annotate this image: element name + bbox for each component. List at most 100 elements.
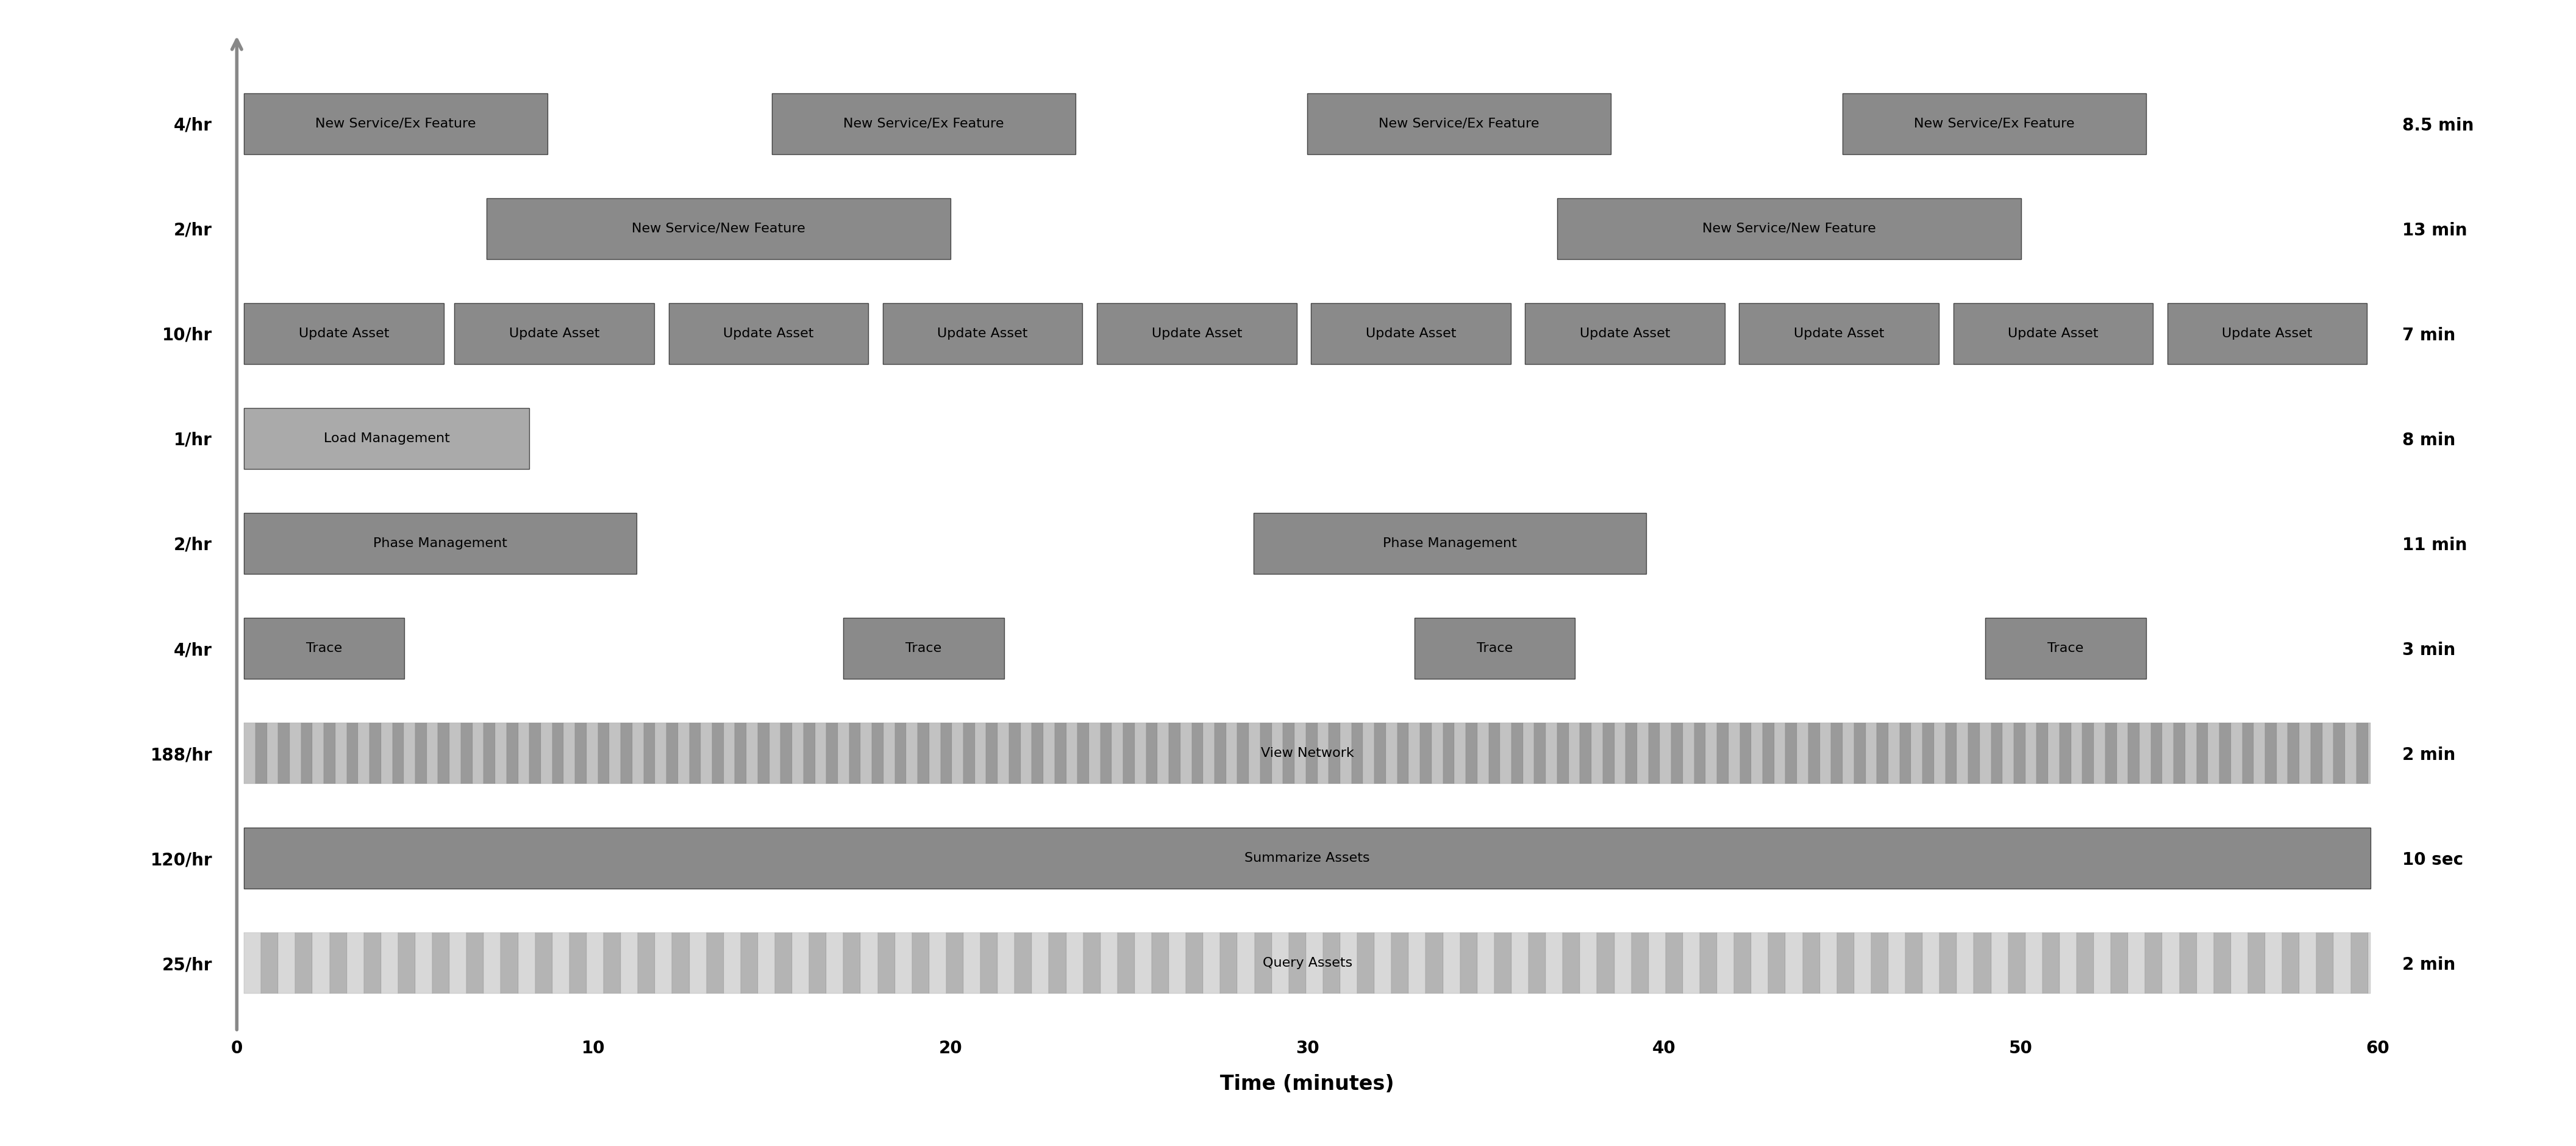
Bar (1803, 933, 1819, 994)
Bar (598, 723, 611, 784)
Bar (1958, 723, 1968, 784)
Bar (1358, 933, 1376, 994)
Bar (827, 933, 842, 994)
Bar (487, 198, 951, 259)
Bar (1922, 723, 1935, 784)
Bar (2287, 723, 2300, 784)
Bar (1443, 723, 1455, 784)
Bar (1767, 933, 1785, 994)
Bar (644, 723, 654, 784)
Bar (1340, 933, 1358, 994)
Bar (312, 723, 325, 784)
Bar (471, 723, 484, 784)
Text: Load Management: Load Management (325, 432, 451, 445)
Bar (1569, 723, 1579, 784)
Bar (260, 933, 278, 994)
Bar (1631, 933, 1649, 994)
Bar (1213, 723, 1226, 784)
Bar (930, 723, 940, 784)
Bar (917, 723, 930, 784)
Bar (1837, 933, 1855, 994)
Bar (296, 933, 312, 994)
Bar (1556, 723, 1569, 784)
Bar (2241, 723, 2254, 784)
Bar (1878, 723, 1888, 784)
Bar (1739, 723, 1752, 784)
Bar (433, 933, 448, 994)
Bar (621, 933, 639, 994)
Bar (278, 933, 296, 994)
Bar (381, 933, 399, 994)
Bar (611, 723, 621, 784)
Bar (587, 933, 603, 994)
Bar (940, 723, 953, 784)
Bar (2061, 933, 2076, 994)
Bar (245, 513, 636, 574)
Bar (1015, 933, 1033, 994)
Bar (2038, 723, 2048, 784)
Bar (827, 723, 837, 784)
Text: Update Asset: Update Asset (510, 328, 600, 339)
Bar (2146, 933, 2161, 994)
Bar (1296, 723, 1306, 784)
Bar (953, 723, 963, 784)
Bar (415, 723, 428, 784)
Bar (690, 723, 701, 784)
Bar (1842, 723, 1855, 784)
Bar (2334, 933, 2352, 994)
Bar (1973, 933, 1991, 994)
Bar (930, 933, 945, 994)
Bar (1945, 723, 1958, 784)
Bar (392, 723, 404, 784)
Bar (842, 933, 860, 994)
Bar (1649, 723, 1659, 784)
Bar (466, 933, 484, 994)
Bar (1097, 303, 1296, 364)
Bar (842, 618, 1005, 678)
Bar (2249, 933, 2264, 994)
Text: Update Asset: Update Asset (724, 328, 814, 339)
Bar (667, 723, 677, 784)
Bar (1718, 933, 1734, 994)
Bar (574, 723, 587, 784)
Bar (289, 723, 301, 784)
Bar (631, 723, 644, 784)
Text: Update Asset: Update Asset (1793, 328, 1883, 339)
Bar (809, 933, 827, 994)
Bar (312, 933, 330, 994)
Bar (1968, 723, 1978, 784)
Bar (245, 618, 404, 678)
Bar (1785, 933, 1803, 994)
Bar (551, 933, 569, 994)
Bar (1329, 723, 1340, 784)
Bar (1273, 723, 1283, 784)
Bar (639, 933, 654, 994)
Bar (1324, 933, 1340, 994)
Bar (1185, 933, 1203, 994)
Bar (1226, 723, 1236, 784)
Bar (1785, 723, 1798, 784)
Bar (448, 933, 466, 994)
Bar (1564, 933, 1579, 994)
Bar (1221, 933, 1236, 994)
Bar (507, 723, 518, 784)
Text: Trace: Trace (1476, 642, 1512, 654)
Bar (245, 303, 443, 364)
Bar (1911, 723, 1922, 784)
Text: New Service/Ex Feature: New Service/Ex Feature (1378, 118, 1540, 129)
Bar (1476, 723, 1489, 784)
Bar (1499, 723, 1512, 784)
Bar (1940, 933, 1958, 994)
Bar (2110, 933, 2128, 994)
Bar (621, 723, 631, 784)
Bar (974, 723, 987, 784)
Bar (2316, 933, 2334, 994)
Bar (878, 933, 894, 994)
Bar (791, 933, 809, 994)
Bar (1888, 723, 1899, 784)
Bar (2025, 723, 2038, 784)
Bar (963, 933, 981, 994)
Bar (1376, 723, 1386, 784)
Bar (1615, 723, 1625, 784)
Text: Update Asset: Update Asset (1365, 328, 1455, 339)
